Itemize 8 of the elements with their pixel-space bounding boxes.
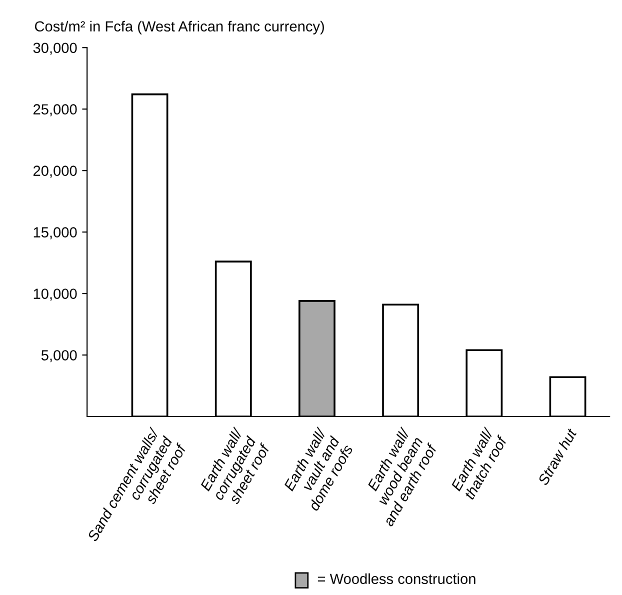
y-tick-label: 25,000	[33, 104, 77, 116]
y-tick-label: 5,000	[41, 350, 77, 362]
y-tick-label: 15,000	[34, 227, 77, 240]
text: = Woodless construction	[318, 573, 476, 584]
y-tick-label: 20,000	[33, 166, 77, 178]
chart-title: Cost/m² in Fcfa (West African franc currency)	[34, 20, 324, 34]
y-tick-label: 10,000	[34, 288, 77, 301]
y-tick-label: 30,000	[33, 42, 77, 55]
